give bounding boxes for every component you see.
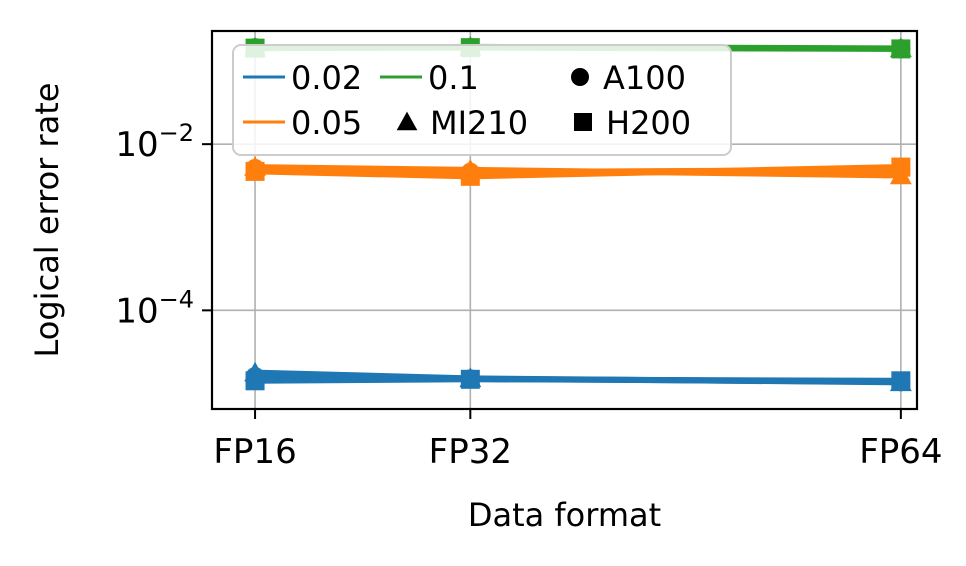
series-0_02-h200	[245, 369, 911, 391]
legend-label: 0.02	[291, 59, 362, 97]
y-tick-label: 10−4	[115, 285, 194, 331]
series-0_02-mi210	[244, 361, 912, 392]
legend: 0.02 0.05 0.1 A100 MI210 H200	[232, 44, 732, 156]
legend-marker	[574, 113, 592, 131]
x-tick-label: FP16	[213, 432, 296, 472]
legend-entry-h200: H200	[574, 104, 691, 142]
legend-entry-mi210: MI210	[396, 104, 528, 142]
x-tick-label: FP32	[429, 432, 512, 472]
x-tick-label: FP64	[859, 432, 942, 472]
data-point	[460, 369, 480, 389]
series-layer	[244, 35, 912, 392]
legend-label: 0.1	[428, 59, 479, 97]
legend-entry-a100: A100	[571, 59, 686, 97]
legend-label: A100	[603, 59, 686, 97]
legend-box	[232, 44, 732, 156]
data-point	[891, 157, 911, 177]
data-point	[891, 39, 911, 59]
data-point	[460, 166, 480, 186]
legend-label: H200	[606, 104, 691, 142]
axes-frame	[210, 29, 919, 411]
legend-marker	[571, 68, 589, 86]
ticks: FP16 FP32 FP64 10−2 10−4	[115, 119, 942, 472]
x-axis-label: Data format	[468, 496, 661, 534]
legend-entry-0_02: 0.02	[243, 59, 362, 97]
y-tick-label: 10−2	[115, 119, 194, 165]
data-point	[891, 371, 911, 391]
legend-marker	[396, 111, 418, 131]
legend-entry-0_1: 0.1	[380, 59, 479, 97]
y-axis-label: Logical error rate	[28, 83, 66, 358]
legend-label: 0.05	[291, 104, 362, 142]
data-point	[245, 161, 265, 181]
legend-label: MI210	[430, 104, 528, 142]
series-0_05-h200	[245, 157, 911, 186]
series-line	[252, 376, 904, 384]
data-point	[245, 371, 265, 391]
legend-entry-0_05: 0.05	[243, 104, 362, 142]
